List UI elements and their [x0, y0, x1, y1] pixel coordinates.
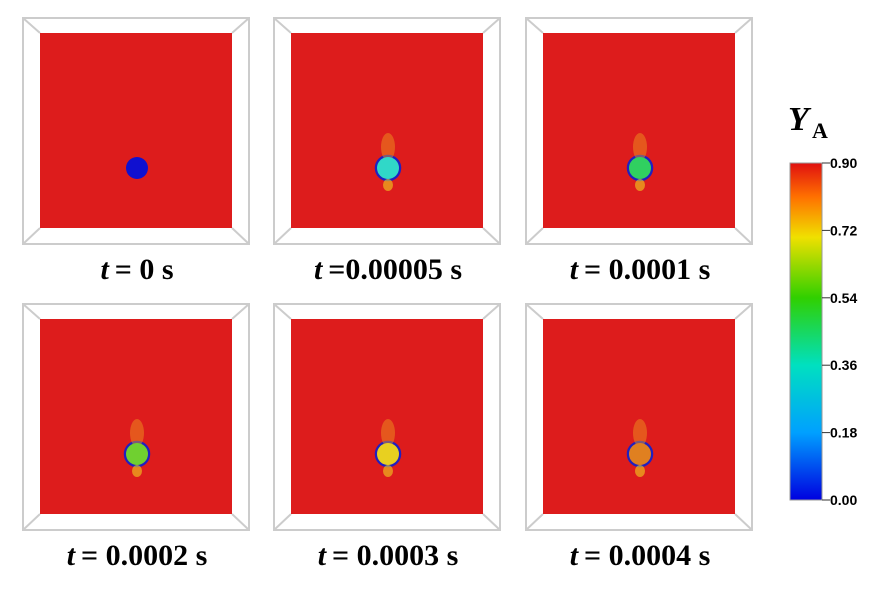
snapshot-image: [273, 17, 501, 245]
snapshot: [525, 17, 755, 247]
time-label: t = 0 s: [7, 253, 267, 287]
time-variable: t: [313, 253, 323, 286]
time-label: t = 0.0003 s: [258, 539, 518, 573]
time-value: =0.00005 s: [328, 253, 463, 286]
snapshot: [525, 303, 755, 533]
snapshot-image: [22, 17, 250, 245]
time-label: t = 0.0002 s: [7, 539, 267, 573]
time-value: = 0.0003 s: [332, 539, 459, 572]
time-value: = 0.0002 s: [81, 539, 208, 572]
time-label: t = 0.0001 s: [510, 253, 770, 287]
tick-label: 0.54: [830, 290, 857, 306]
snapshot: [273, 17, 503, 247]
time-label: t =0.00005 s: [258, 253, 518, 287]
tick-label: 0.90: [830, 155, 857, 171]
snapshot: [273, 303, 503, 533]
tick-label: 0.36: [830, 357, 857, 373]
colorbar-symbol: Y: [788, 101, 812, 138]
time-value: = 0 s: [114, 253, 174, 286]
time-label: t = 0.0004 s: [510, 539, 770, 573]
snapshot: [22, 303, 252, 533]
colorbar-subscript: A: [812, 118, 828, 143]
colorbar: Y A 0.00 0.18 0.36 0.54 0.72 0.90: [788, 101, 857, 508]
time-value: = 0.0001 s: [584, 253, 711, 286]
snapshot-image: [273, 303, 501, 531]
time-variable: t: [569, 539, 579, 572]
snapshot-image: [22, 303, 250, 531]
tick-label: 0.18: [830, 425, 857, 441]
time-variable: t: [569, 253, 579, 286]
snapshot-image: [525, 17, 753, 245]
tick-label: 0.00: [830, 492, 857, 508]
time-variable: t: [66, 539, 76, 572]
snapshot-image: [525, 303, 753, 531]
snapshot: [22, 17, 252, 247]
time-variable: t: [317, 539, 327, 572]
time-variable: t: [100, 253, 109, 286]
time-value: = 0.0004 s: [584, 539, 711, 572]
colorbar-gradient: [789, 162, 823, 501]
tick-label: 0.72: [830, 222, 857, 238]
